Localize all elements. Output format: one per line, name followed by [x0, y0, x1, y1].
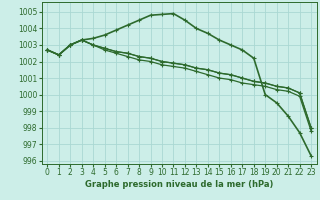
- X-axis label: Graphe pression niveau de la mer (hPa): Graphe pression niveau de la mer (hPa): [85, 180, 273, 189]
